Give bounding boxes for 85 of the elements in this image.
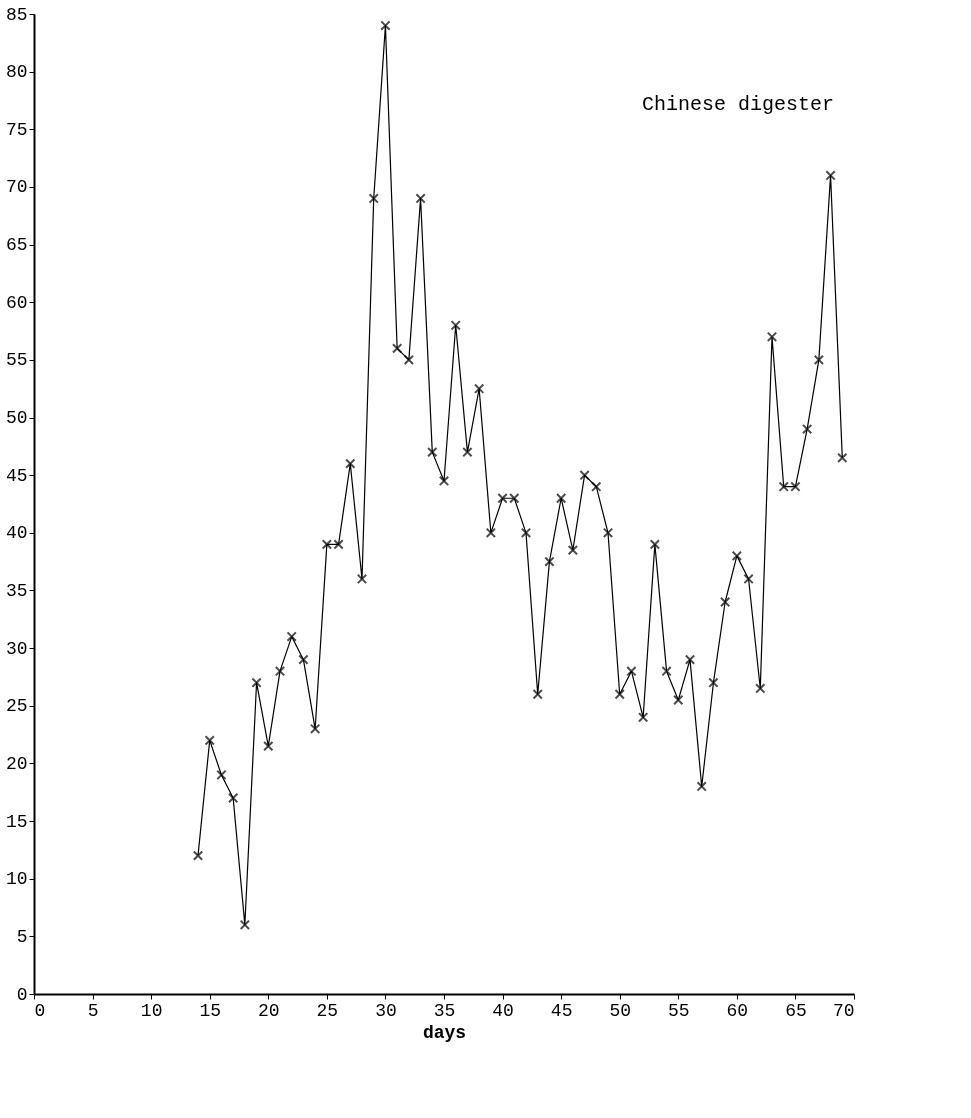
point: [626, 665, 637, 677]
point: [380, 20, 391, 31]
y-tick-label: 0: [16, 984, 28, 1005]
x-tick-label: 65: [785, 1000, 807, 1021]
x-tick-label: 15: [199, 1000, 222, 1021]
point: [743, 573, 754, 585]
x-tick-label: 30: [375, 1000, 397, 1021]
point: [673, 694, 684, 706]
point: [286, 631, 297, 642]
x-tick-label: 0: [34, 1000, 46, 1021]
x-tick-label: 45: [550, 1000, 573, 1021]
point: [263, 740, 274, 752]
point: [602, 527, 614, 539]
x-tick-label: 40: [492, 1000, 514, 1021]
point: [438, 475, 450, 487]
point: [391, 343, 403, 354]
point: [591, 481, 602, 492]
point: [216, 769, 227, 781]
point: [227, 792, 239, 804]
x-tick-label: 55: [667, 1000, 690, 1021]
point: [450, 320, 461, 331]
point: [204, 735, 215, 746]
y-tick-label: 25: [5, 696, 28, 717]
point: [719, 596, 731, 608]
x-tick-label: 35: [433, 1000, 456, 1021]
point: [567, 544, 579, 556]
point: [520, 527, 532, 539]
point: [532, 689, 543, 700]
point: [544, 556, 555, 567]
point: [813, 354, 825, 366]
y-tick-label: 30: [5, 638, 28, 659]
x-tick-label: 5: [87, 1000, 99, 1021]
point: [192, 850, 204, 861]
point: [251, 677, 262, 688]
point: [637, 712, 649, 723]
point: [427, 446, 438, 458]
point: [837, 452, 848, 464]
y-tick-label: 60: [5, 292, 28, 313]
point: [239, 919, 251, 931]
y-tick-label: 20: [5, 753, 28, 774]
point: [309, 723, 321, 735]
y-tick-label: 45: [5, 465, 28, 486]
y-tick-label: 35: [5, 580, 28, 601]
point: [555, 493, 567, 504]
y-tick-label: 80: [5, 62, 28, 83]
x-tick-label: 60: [726, 1000, 749, 1021]
point: [403, 354, 415, 366]
x-axis-title: days: [422, 1022, 467, 1043]
point: [766, 331, 778, 343]
point: [298, 654, 309, 665]
y-tick-label: 55: [5, 350, 28, 371]
point: [356, 573, 368, 585]
point: [649, 539, 661, 550]
x-tick-label: 50: [609, 1000, 632, 1021]
x-tick-label: 20: [257, 1000, 280, 1021]
point: [684, 654, 696, 665]
annotation: Chinese digester: [641, 93, 834, 116]
y-tick-label: 10: [5, 869, 28, 890]
point: [661, 665, 672, 677]
y-tick-label: 65: [5, 235, 28, 256]
point: [485, 527, 497, 539]
y-tick-label: 85: [5, 4, 28, 25]
y-tick-label: 5: [16, 926, 28, 947]
point: [614, 689, 625, 700]
y-tick-label: 50: [5, 408, 28, 429]
point: [708, 677, 719, 688]
y-tick-label: 75: [5, 119, 28, 140]
point: [696, 781, 707, 792]
x-tick-label: 25: [316, 1000, 339, 1021]
x-tick-label: 70: [832, 1000, 855, 1021]
point: [825, 170, 836, 181]
point: [579, 469, 590, 481]
point: [345, 458, 356, 469]
point: [473, 383, 485, 394]
x-tick-label: 10: [140, 1000, 163, 1021]
y-tick-label: 40: [5, 523, 28, 544]
point: [415, 193, 426, 204]
point: [274, 665, 286, 677]
point: [755, 683, 766, 694]
point: [801, 423, 813, 435]
point: [462, 446, 473, 458]
point: [731, 550, 743, 562]
y-tick-label: 70: [5, 177, 28, 198]
point: [368, 193, 379, 204]
y-tick-label: 15: [5, 811, 28, 832]
